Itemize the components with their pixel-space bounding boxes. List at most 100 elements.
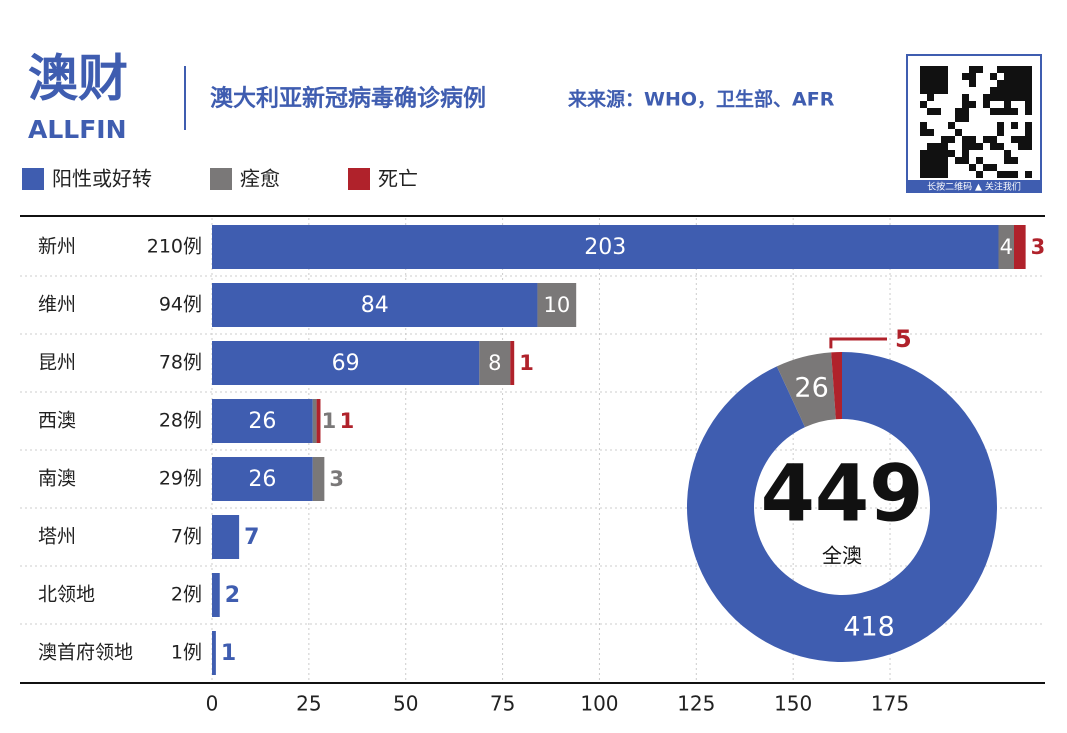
bar-segment	[312, 399, 317, 443]
qr-cell	[1025, 66, 1032, 73]
qr-cell	[976, 157, 983, 164]
qr-cell	[955, 157, 962, 164]
qr-cell	[962, 136, 969, 143]
bar-segment	[212, 341, 480, 385]
legend-label: 死亡	[378, 167, 418, 191]
qr-cell	[927, 129, 934, 136]
qr-cell	[1004, 73, 1011, 80]
qr-cell	[976, 143, 983, 150]
qr-cell	[1025, 136, 1032, 143]
qr-cell	[983, 101, 990, 108]
donut-total: 449	[761, 449, 924, 539]
legend-label: 阳性或好转	[52, 167, 152, 191]
qr-cell	[969, 143, 976, 150]
legend-swatch	[348, 168, 370, 190]
qr-cell	[969, 136, 976, 143]
bar-segment	[1014, 225, 1026, 269]
qr-cell	[920, 122, 927, 129]
qr-cell	[990, 73, 997, 80]
qr-cell	[1025, 171, 1032, 178]
qr-cell	[976, 66, 983, 73]
qr-cell	[997, 80, 1004, 87]
qr-cell	[1025, 143, 1032, 150]
data-label: 2	[225, 583, 240, 608]
total-label: 78例	[159, 352, 202, 374]
qr-cell	[997, 122, 1004, 129]
qr-cell	[927, 164, 934, 171]
qr-cell	[941, 150, 948, 157]
qr-cell	[955, 115, 962, 122]
qr-cell	[934, 73, 941, 80]
qr-cell	[1018, 87, 1025, 94]
data-label: 1	[519, 351, 534, 375]
qr-cell	[997, 66, 1004, 73]
donut-segment	[831, 352, 842, 420]
qr-cell	[927, 73, 934, 80]
bar-segment	[212, 283, 538, 327]
data-label: 8	[488, 351, 501, 375]
qr-cell	[1011, 108, 1018, 115]
logo: 澳财	[28, 50, 128, 108]
qr-cell	[962, 115, 969, 122]
qr-cell	[1025, 94, 1032, 101]
qr-cell	[1011, 171, 1018, 178]
qr-cell	[941, 87, 948, 94]
category-label: 西澳	[38, 410, 76, 432]
qr-cell	[997, 94, 1004, 101]
bar-segment	[212, 515, 240, 559]
qr-cell	[941, 164, 948, 171]
category-label: 塔州	[38, 526, 76, 548]
qr-cell	[1004, 66, 1011, 73]
bar-segment	[316, 399, 321, 443]
qr-cell	[927, 150, 934, 157]
qr-cell	[1018, 66, 1025, 73]
data-label: 1	[340, 409, 355, 433]
qr-cell	[948, 150, 955, 157]
qr-cell	[948, 136, 955, 143]
qr-cell	[997, 143, 1004, 150]
qr-cell	[934, 143, 941, 150]
qr-cell	[969, 80, 976, 87]
qr-cell	[941, 136, 948, 143]
x-tick-label: 75	[490, 692, 515, 716]
qr-cell	[941, 143, 948, 150]
qr-cell	[920, 157, 927, 164]
category-label: 维州	[38, 294, 76, 316]
qr-cell	[1025, 101, 1032, 108]
qr-cell	[920, 129, 927, 136]
qr-cell	[962, 108, 969, 115]
qr-cell	[1018, 80, 1025, 87]
qr-cell	[997, 87, 1004, 94]
data-label: 203	[584, 235, 626, 260]
qr-cell	[955, 108, 962, 115]
qr-cell	[1011, 136, 1018, 143]
qr-cell	[1011, 122, 1018, 129]
qr-cell	[997, 108, 1004, 115]
qr-cell	[990, 94, 997, 101]
label-leader	[829, 337, 887, 349]
qr-cell	[1025, 87, 1032, 94]
data-label: 3	[1031, 235, 1046, 259]
qr-cell	[969, 101, 976, 108]
qr-cell	[1011, 66, 1018, 73]
qr-cell	[927, 143, 934, 150]
donut-segment	[686, 352, 997, 662]
qr-cell	[990, 136, 997, 143]
qr-cell	[1004, 94, 1011, 101]
qr-cell	[969, 66, 976, 73]
qr-cell	[927, 157, 934, 164]
data-label: 69	[332, 351, 360, 376]
qr-cell	[1004, 150, 1011, 157]
qr-cell	[962, 157, 969, 164]
qr-cell	[1011, 94, 1018, 101]
total-label: 29例	[159, 468, 202, 490]
qr-cell	[1004, 108, 1011, 115]
qr-cell	[1018, 73, 1025, 80]
data-label: 26	[248, 409, 276, 434]
qr-cell	[927, 66, 934, 73]
qr-cell	[934, 164, 941, 171]
category-label: 澳首府领地	[38, 642, 133, 664]
bar-segment	[479, 341, 511, 385]
qr-cell	[920, 87, 927, 94]
